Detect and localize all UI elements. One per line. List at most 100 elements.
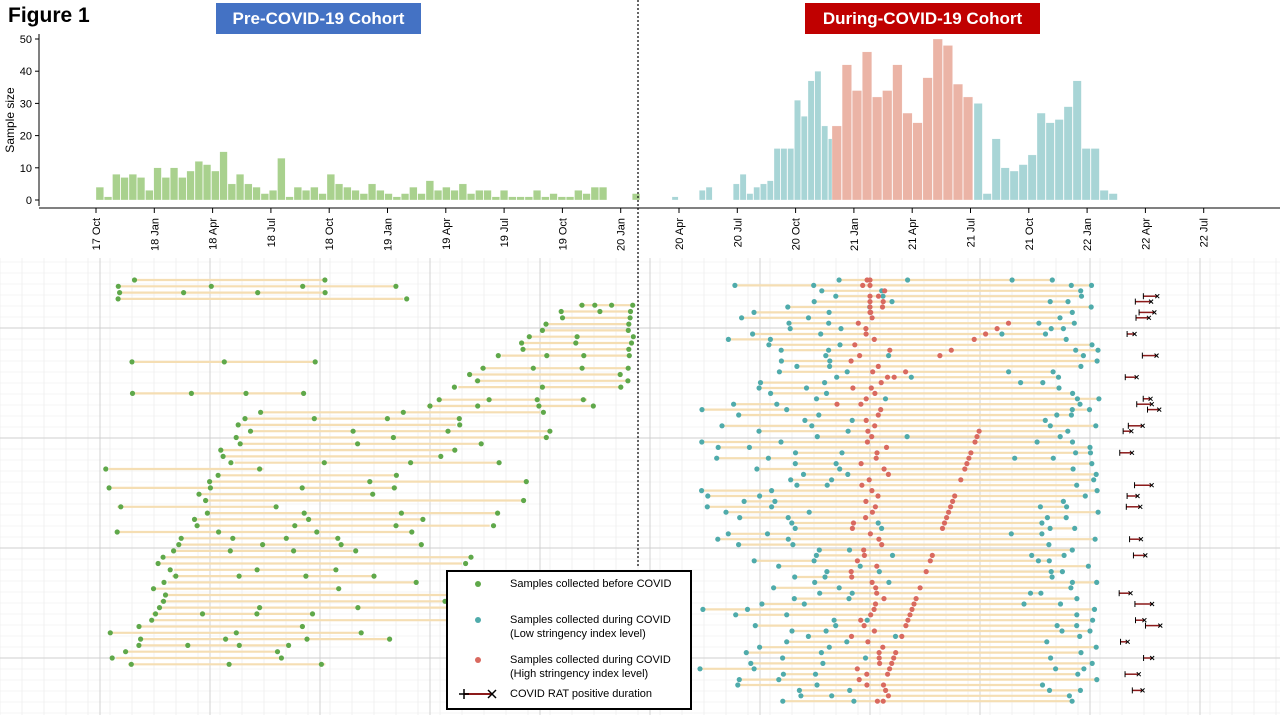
sample-dot xyxy=(889,552,896,559)
x-tick-label: 17 Oct xyxy=(91,218,103,250)
sample-dot xyxy=(905,277,911,283)
sample-dot xyxy=(974,434,980,440)
sample-dot xyxy=(715,536,721,542)
sample-dot xyxy=(1049,574,1055,580)
sample-dot xyxy=(1054,623,1060,629)
sample-dot xyxy=(796,687,803,694)
sample-dot xyxy=(857,563,863,569)
sample-dot xyxy=(1069,698,1075,704)
sample-dot xyxy=(475,378,481,384)
sample-dot xyxy=(850,385,856,391)
sample-dot xyxy=(999,331,1005,337)
sample-dot xyxy=(871,628,878,634)
sample-dot xyxy=(754,466,760,472)
sample-dot xyxy=(107,630,113,636)
sample-dot xyxy=(579,365,585,371)
sample-dot xyxy=(247,428,254,434)
sample-dot xyxy=(887,347,893,353)
sample-dot xyxy=(544,353,550,359)
sample-dot xyxy=(788,477,794,483)
sample-dot xyxy=(811,282,817,288)
bar-low xyxy=(746,193,754,201)
sample-dot xyxy=(715,444,721,450)
bar-pre xyxy=(409,186,418,201)
sample-dot xyxy=(438,453,444,459)
sample-dot xyxy=(384,416,390,422)
bar-pre xyxy=(376,190,385,201)
sample-dot xyxy=(103,466,109,472)
x-tick-label: 18 Jul xyxy=(266,218,278,247)
sample-dot xyxy=(846,547,853,553)
sample-dot xyxy=(907,612,913,618)
sample-dot xyxy=(1068,282,1074,288)
sample-dot xyxy=(1018,380,1024,386)
sample-dot xyxy=(1094,488,1100,494)
sample-dot xyxy=(833,461,839,467)
sample-dot xyxy=(1078,363,1084,369)
sample-dot xyxy=(780,698,786,704)
sample-dot xyxy=(1063,515,1069,521)
rat-end-mark xyxy=(1134,374,1139,380)
bar-low xyxy=(1072,80,1082,201)
sample-dot xyxy=(801,601,807,607)
sample-dot xyxy=(1046,558,1052,564)
sample-dot xyxy=(181,290,187,296)
sample-dot xyxy=(223,636,229,642)
sample-dot xyxy=(768,390,774,396)
sample-dot xyxy=(837,466,843,472)
sample-dot xyxy=(837,342,843,348)
sample-dot xyxy=(785,304,791,310)
sample-dot xyxy=(880,293,886,299)
sample-dot xyxy=(118,504,124,510)
sample-dot xyxy=(863,396,869,402)
sample-dot xyxy=(136,623,142,630)
sample-dot xyxy=(863,331,869,337)
sample-dot xyxy=(1091,606,1098,613)
sample-dot xyxy=(893,650,899,656)
sample-dot xyxy=(882,396,889,402)
bar-pre xyxy=(302,190,311,201)
x-tick-label: 21 Jan xyxy=(849,218,861,251)
sample-dot xyxy=(751,666,757,672)
bar-low xyxy=(787,148,794,201)
sample-dot xyxy=(129,359,135,365)
sample-dot xyxy=(254,567,260,573)
bar-pre xyxy=(524,196,533,201)
rat-end-mark xyxy=(1136,671,1142,677)
bar-low xyxy=(1027,154,1037,201)
sample-dot xyxy=(834,374,840,380)
sample-dot xyxy=(1056,385,1062,391)
sample-dot xyxy=(625,327,631,333)
bar-high xyxy=(953,83,963,201)
sample-dot xyxy=(789,628,795,634)
sample-dot xyxy=(865,428,871,434)
sample-dot xyxy=(221,359,227,365)
legend-pre-dot xyxy=(475,581,481,587)
sample-dot xyxy=(1095,347,1101,353)
rat-end-mark xyxy=(1142,553,1148,558)
sample-dot xyxy=(150,586,157,592)
sample-dot xyxy=(846,596,852,602)
sample-dot xyxy=(1060,326,1066,332)
sample-dot xyxy=(844,369,850,375)
sample-dot xyxy=(849,574,855,580)
sample-dot xyxy=(776,563,782,569)
sample-dot xyxy=(834,401,840,407)
sample-dot xyxy=(725,531,731,537)
sample-dot xyxy=(905,617,911,623)
sample-dot xyxy=(759,601,765,607)
sample-dot xyxy=(581,353,587,359)
sample-dot xyxy=(883,444,890,450)
sample-dot xyxy=(230,535,236,541)
bar-high xyxy=(882,90,893,201)
sample-dot xyxy=(871,336,877,342)
sample-dot xyxy=(574,334,580,340)
sample-dot xyxy=(1059,569,1065,575)
sample-dot xyxy=(1021,601,1027,607)
sample-dot xyxy=(1077,687,1083,694)
sample-dot xyxy=(785,515,791,521)
sample-dot xyxy=(962,466,968,472)
sample-dot xyxy=(875,363,881,369)
bar-pre xyxy=(128,174,137,201)
sample-dot xyxy=(191,516,198,523)
